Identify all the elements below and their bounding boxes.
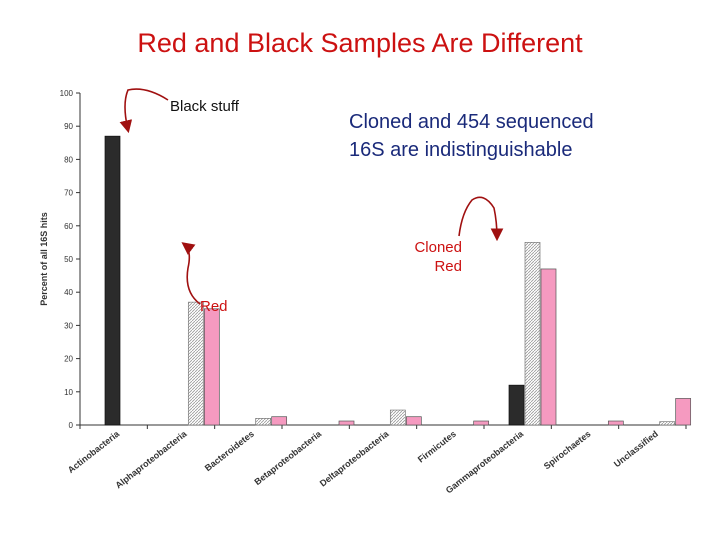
black-stuff-arrow	[119, 88, 169, 134]
red-arrow	[181, 242, 201, 305]
y-tick-label: 90	[64, 122, 73, 131]
slide-title: Red and Black Samples Are Different	[137, 28, 583, 58]
x-tick-label: Actinobacteria	[66, 428, 122, 475]
bar-red-454	[473, 420, 490, 426]
y-tick-label: 100	[60, 89, 74, 98]
chart-bars	[104, 135, 692, 426]
y-tick-label: 70	[64, 189, 73, 198]
x-tick-label: Firmicutes	[416, 429, 458, 465]
bar-black	[508, 384, 525, 426]
red-label: Red	[200, 298, 228, 315]
bar-cloned-red	[255, 418, 272, 426]
bar-red-454	[405, 416, 422, 426]
x-tick-label: Spirochaetes	[542, 429, 593, 472]
x-tick-label: Deltaproteobacteria	[318, 428, 392, 489]
y-tick-label: 30	[64, 321, 73, 330]
cloned-red-line2: Red	[434, 258, 462, 275]
y-tick-label: 60	[64, 222, 73, 231]
cloned-sequenced-note: Cloned and 454 sequenced 16S are indisti…	[349, 108, 669, 164]
cloned-red-line1: Cloned	[414, 239, 462, 256]
y-tick-label: 20	[64, 355, 73, 364]
y-tick-label: 80	[64, 155, 73, 164]
cloned-red-arrow	[458, 196, 504, 242]
bar-red-454	[203, 308, 220, 426]
bar-cloned-red	[187, 301, 204, 426]
bar-red-454	[540, 268, 557, 426]
cloned-red-label: Cloned Red	[400, 238, 462, 276]
y-tick-label: 50	[64, 255, 73, 264]
cloned-sequenced-line2: 16S are indistinguishable	[349, 139, 573, 161]
x-tick-label: Bacteroidetes	[203, 429, 256, 474]
bar-red-454	[607, 420, 624, 426]
y-tick-label: 40	[64, 288, 73, 297]
bar-cloned-red	[659, 421, 676, 426]
x-tick-label: Gammaproteobacteria	[444, 428, 526, 495]
bar-cloned-red	[524, 242, 541, 426]
bar-red-454	[675, 398, 692, 426]
y-tick-label: 10	[64, 388, 73, 397]
cloned-sequenced-line1: Cloned and 454 sequenced	[349, 111, 594, 133]
x-tick-label: Alphaproteobacteria	[113, 428, 189, 490]
bar-red-454	[271, 416, 288, 426]
bar-black	[104, 135, 121, 426]
x-tick-label: Unclassified	[612, 429, 660, 470]
x-tick-label: Betaproteobacteria	[252, 428, 324, 487]
black-stuff-label: Black stuff	[170, 98, 239, 115]
annotation-arrows	[119, 88, 504, 305]
y-axis-label: Percent of all 16S hits	[39, 212, 49, 306]
bar-cloned-red	[389, 409, 406, 426]
bar-red-454	[338, 420, 355, 426]
y-tick-label: 0	[69, 421, 74, 430]
